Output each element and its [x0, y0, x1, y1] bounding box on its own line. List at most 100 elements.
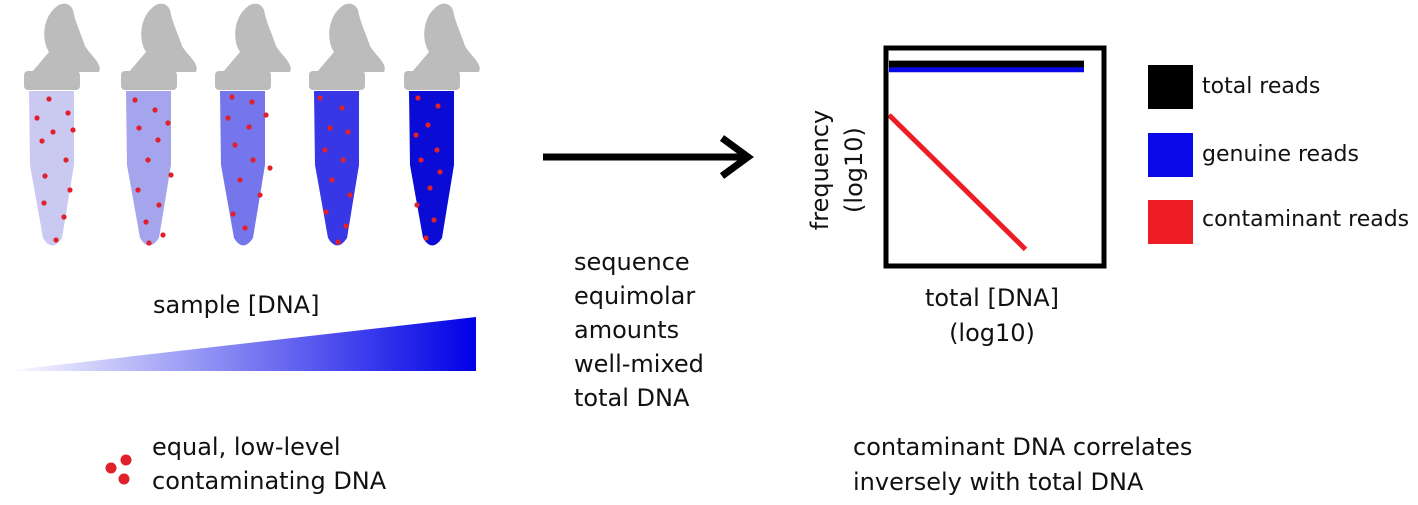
contaminant-dot: [317, 95, 323, 101]
contaminant-dot: [345, 129, 351, 135]
contaminant-dot: [160, 232, 166, 238]
contaminant-dot: [425, 122, 431, 128]
y-axis-label-line: (log10): [840, 127, 868, 213]
contaminant-dot: [327, 125, 333, 131]
conclusion-line: contaminant DNA correlates: [853, 433, 1193, 461]
contaminant-dot: [329, 177, 335, 183]
legend-swatch: [1148, 200, 1193, 244]
contaminant-dot: [145, 157, 151, 163]
contaminant-dot: [229, 94, 235, 100]
arrow-caption-line: total DNA: [574, 384, 690, 412]
conclusion-caption: contaminant DNA correlates inversely wit…: [853, 430, 1192, 500]
contaminant-dot: [61, 214, 67, 220]
contaminant-dot: [146, 240, 152, 246]
sample-tube: [404, 3, 480, 246]
contaminant-dot: [225, 115, 231, 121]
contaminant-dots-icon: [105, 454, 132, 485]
tube-liquid: [220, 91, 265, 246]
concentration-gradient-ramp: [4, 317, 476, 371]
contaminant-dot: [242, 225, 248, 231]
legend-label: contaminant reads: [1202, 207, 1410, 232]
sample-tube: [215, 3, 291, 246]
tube-cap: [32, 3, 100, 72]
contaminant-dot: [42, 173, 48, 179]
contaminant-dot: [267, 165, 273, 171]
arrow-caption-line: sequence: [574, 248, 690, 276]
chart-legend: [1148, 65, 1193, 244]
legend-swatch: [1148, 133, 1193, 177]
series-line-contaminant-reads: [887, 113, 1028, 252]
contaminant-key-line: equal, low-level: [152, 433, 341, 461]
process-arrow-icon: [543, 135, 754, 179]
contaminant-dot: [414, 202, 420, 208]
contaminant-dot: [41, 200, 47, 206]
legend-swatch: [1148, 65, 1193, 109]
contaminant-dot: [437, 169, 443, 175]
sample-tube: [24, 3, 100, 246]
contaminant-dot: [39, 138, 45, 144]
contaminant-dot: [132, 97, 138, 103]
contaminant-dot: [46, 96, 52, 102]
tube-rim: [121, 71, 177, 90]
contaminant-dot: [155, 137, 161, 143]
contaminant-dot: [136, 125, 142, 131]
tube-rim: [309, 71, 365, 90]
tube-liquid: [314, 91, 359, 246]
contaminant-dot: [427, 185, 433, 191]
sample-tube: [121, 3, 197, 246]
x-axis-label: total [DNA] (log10): [887, 281, 1097, 351]
contaminant-dot: [165, 120, 171, 126]
gradient-label: sample [DNA]: [153, 291, 320, 319]
sample-tube: [309, 3, 385, 246]
contaminant-dot: [413, 132, 419, 138]
y-axis-label-line: frequency: [806, 109, 834, 231]
contaminant-dot: [246, 124, 252, 130]
contaminant-dot: [335, 239, 341, 245]
tube-rim: [24, 71, 80, 90]
contaminant-dot: [257, 192, 263, 198]
contaminant-dot: [323, 209, 329, 215]
arrow-caption-line: equimolar: [574, 282, 696, 310]
contaminant-dot: [418, 157, 424, 163]
contaminant-dot: [249, 99, 255, 105]
contaminant-dot: [230, 211, 236, 217]
contaminant-dot: [143, 219, 149, 225]
tube-cap: [412, 3, 480, 72]
chart-frame: [883, 45, 1107, 269]
reads-chart: [883, 45, 1107, 269]
tube-liquid: [29, 91, 74, 246]
y-axis-label: frequency (log10): [803, 85, 873, 255]
contaminant-dot: [340, 157, 346, 163]
contaminant-dot: [322, 147, 328, 153]
tube-cap: [317, 3, 385, 72]
contaminant-dot: [168, 172, 174, 178]
contaminant-dot: [67, 187, 73, 193]
contaminant-dot: [63, 157, 69, 163]
contaminant-dot: [237, 177, 243, 183]
contaminant-dot: [423, 235, 429, 241]
x-axis-label-line: (log10): [949, 319, 1035, 347]
contaminant-dot: [53, 237, 59, 243]
contaminant-dot: [431, 217, 437, 223]
x-axis-label-line: total [DNA]: [924, 284, 1060, 312]
tube-cap: [223, 3, 291, 72]
legend-label: genuine reads: [1202, 142, 1359, 167]
contaminant-dot: [118, 473, 130, 485]
contaminant-key-line: contaminating DNA: [152, 467, 387, 495]
contaminant-dot: [347, 192, 353, 198]
contaminant-dot: [135, 187, 141, 193]
contaminant-dot: [50, 129, 56, 135]
conclusion-line: inversely with total DNA: [853, 468, 1144, 496]
contaminant-dot: [415, 95, 421, 101]
contaminant-dot: [434, 147, 440, 153]
contaminant-dot: [232, 142, 238, 148]
tube-rim: [215, 71, 271, 90]
contaminant-dot: [34, 115, 40, 121]
tube-liquid: [409, 91, 454, 246]
arrow-caption-line: well-mixed: [574, 350, 704, 378]
contaminant-dot: [250, 157, 256, 163]
contaminant-key-label: equal, low-level contaminating DNA: [152, 430, 386, 498]
contaminant-dot: [152, 107, 158, 113]
arrow-caption: sequence equimolar amounts well-mixed to…: [574, 245, 704, 415]
sample-tubes: [24, 3, 480, 246]
